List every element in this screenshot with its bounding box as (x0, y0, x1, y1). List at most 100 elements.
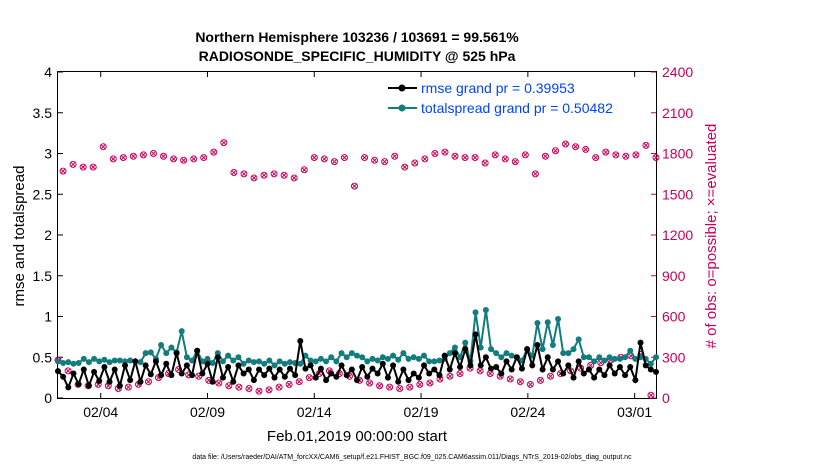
obs-possible-point (501, 155, 509, 163)
spread-point (421, 352, 428, 359)
obs-possible-point (89, 163, 97, 171)
rmse-point (395, 378, 402, 385)
obs-possible-point (546, 372, 554, 380)
rmse-point (348, 366, 355, 373)
rmse-point (513, 354, 520, 361)
obs-possible-point (622, 152, 630, 160)
rmse-point (622, 372, 629, 379)
spread-point (565, 350, 572, 357)
y-tick-label: 3.5 (33, 105, 53, 121)
legend-rmse-label: rmse grand pr = 0.39953 (421, 80, 575, 96)
obs-evaluated-point (402, 164, 408, 170)
rmse-point (446, 366, 453, 373)
obs-evaluated-point (442, 149, 448, 155)
obs-evaluated-point (432, 150, 438, 157)
obs-possible-point (160, 152, 168, 160)
obs-possible-point (411, 159, 419, 167)
rmse-series (55, 331, 659, 391)
rmse-point (199, 370, 206, 377)
obs-evaluated-point (447, 373, 453, 379)
obs-possible-point (536, 376, 544, 384)
y-tick-label: 2 (44, 227, 52, 243)
right-axis: 0 300 600 900 1200 1500 1800 2100 2400 (651, 64, 693, 406)
obs-possible-point (391, 152, 399, 160)
rmse-point (240, 370, 247, 377)
obs-evaluated-point (125, 384, 131, 390)
rmse-point (384, 374, 391, 381)
obs-evaluated-point (291, 175, 297, 181)
spread-point (611, 355, 618, 362)
y2-tick-label: 600 (662, 309, 686, 325)
rmse-point (575, 358, 582, 365)
spread-point (472, 309, 479, 316)
spread-point (250, 359, 257, 366)
spread-point (142, 350, 149, 357)
obs-evaluated-point (623, 153, 629, 159)
spread-point (446, 350, 453, 357)
rmse-point (503, 358, 510, 365)
spread-point (343, 354, 350, 361)
obs-evaluated-point (120, 155, 126, 161)
rmse-point (230, 378, 237, 385)
spread-point (225, 352, 232, 359)
obs-possible-point (280, 171, 288, 179)
rmse-point (209, 378, 216, 385)
rmse-point (204, 360, 211, 367)
spread-point (230, 357, 237, 364)
obs-evaluated-point (482, 160, 488, 166)
rmse-point (55, 368, 61, 375)
data-file-footer: data file: /Users/raeder/DAI/ATM_forcXX/… (192, 454, 632, 461)
x-axis-label: Feb.01,2019 00:00:00 start (267, 428, 448, 445)
obs-possible-point (149, 150, 157, 157)
rmse-point (266, 365, 273, 372)
obs-possible-point (481, 159, 489, 167)
rmse-point (482, 354, 489, 361)
rmse-point (127, 377, 134, 384)
rmse-point (354, 377, 360, 384)
spread-point (271, 362, 278, 369)
obs-possible-point (69, 160, 77, 168)
obs-possible-point (255, 387, 263, 395)
obs-possible-point (200, 154, 208, 162)
x-tick-label: 02/04 (83, 404, 118, 420)
rmse-point (410, 370, 417, 377)
spread-point (312, 358, 319, 365)
spread-point (240, 360, 247, 367)
spread-point (400, 350, 407, 357)
y2-tick-label: 1500 (662, 186, 693, 202)
obs-evaluated-point (236, 384, 242, 390)
spread-point (85, 359, 92, 366)
obs-evaluated-point (542, 153, 548, 159)
spread-point (374, 357, 381, 364)
y2-tick-label: 1200 (662, 227, 693, 243)
spread-point (616, 355, 623, 362)
rmse-point (529, 362, 536, 369)
obs-possible-point (265, 386, 273, 394)
rmse-point (147, 371, 154, 378)
y-tick-label: 1.5 (33, 268, 53, 284)
spread-point (147, 349, 154, 356)
y-tick-label: 1 (44, 309, 52, 325)
rmse-point (328, 370, 335, 377)
rmse-point (312, 374, 319, 381)
spread-point (390, 352, 397, 359)
rmse-point (374, 370, 381, 377)
obs-evaluated-point (361, 155, 368, 161)
x-axis: 02/04 02/09 02/14 02/19 02/24 03/01 (83, 72, 652, 420)
rmse-point (286, 365, 293, 372)
spread-point (163, 350, 170, 357)
obs-evaluated-point (583, 146, 589, 152)
obs-possible-point (632, 151, 640, 159)
spread-point (575, 336, 582, 343)
obs-evaluated-point (593, 155, 599, 161)
rmse-point (307, 362, 314, 369)
spread-point (462, 339, 469, 346)
obs-evaluated-point (502, 156, 508, 162)
obs-possible-point (562, 140, 570, 148)
obs-evaluated-point (412, 160, 418, 166)
x-tick-label: 02/14 (297, 404, 332, 420)
spread-point (596, 354, 603, 361)
obs-evaluated-point (562, 141, 569, 147)
obs-possible-point (245, 384, 253, 392)
rmse-point (534, 342, 541, 349)
